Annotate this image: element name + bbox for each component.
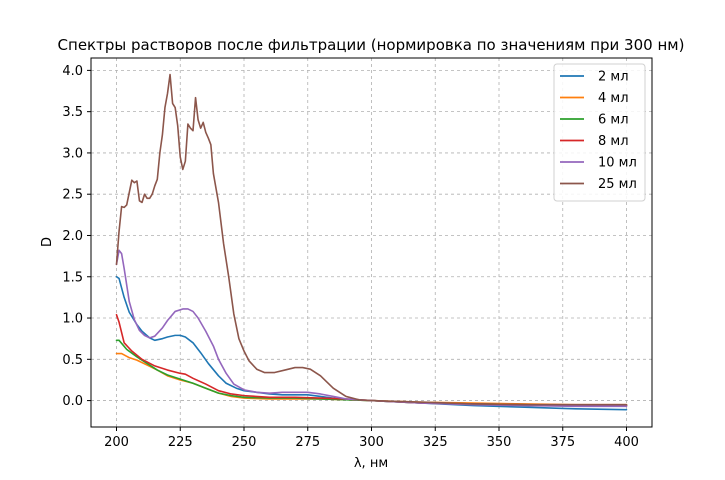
- series-line-5: [115, 249, 628, 408]
- y-tick-label: 1.5: [62, 270, 83, 285]
- y-tick-label: 0.0: [62, 394, 83, 409]
- x-tick-label: 350: [487, 435, 512, 450]
- y-tick-label: 2.5: [62, 188, 83, 203]
- legend-label: 4 мл: [598, 91, 629, 106]
- y-axis: 0.0 0.5 1.0 1.5 2.0 2.5 3.0 3.5 4.0: [62, 64, 91, 409]
- x-tick-label: 200: [104, 435, 129, 450]
- y-tick-label: 4.0: [62, 64, 83, 79]
- y-tick-label: 3.0: [62, 146, 83, 161]
- legend-label: 25 мл: [598, 177, 637, 192]
- y-tick-label: 1.0: [62, 312, 83, 327]
- legend-label: 8 мл: [598, 134, 629, 149]
- y-tick-label: 2.0: [62, 229, 83, 244]
- y-tick-label: 0.5: [62, 353, 83, 368]
- chart-title: Спектры растворов после фильтрации (норм…: [58, 36, 685, 54]
- x-tick-label: 325: [423, 435, 448, 450]
- x-axis-label: λ, нм: [354, 456, 388, 471]
- x-axis: 200 225 250 275 300 325 350 375 400: [104, 427, 639, 450]
- legend-label: 2 мл: [598, 70, 629, 85]
- y-axis-label: D: [40, 237, 55, 247]
- x-tick-label: 225: [168, 435, 193, 450]
- y-tick-label: 3.5: [62, 105, 83, 120]
- series-line-6: [115, 73, 628, 406]
- x-tick-label: 250: [232, 435, 257, 450]
- legend: 2 мл 4 мл 6 мл 8 мл 10 мл 25 мл: [553, 63, 646, 202]
- legend-label: 10 мл: [598, 156, 637, 171]
- plot-lines: [115, 73, 628, 411]
- legend-label: 6 мл: [598, 113, 629, 128]
- x-tick-label: 300: [359, 435, 384, 450]
- x-tick-label: 400: [614, 435, 639, 450]
- x-tick-label: 375: [550, 435, 575, 450]
- x-tick-label: 275: [295, 435, 320, 450]
